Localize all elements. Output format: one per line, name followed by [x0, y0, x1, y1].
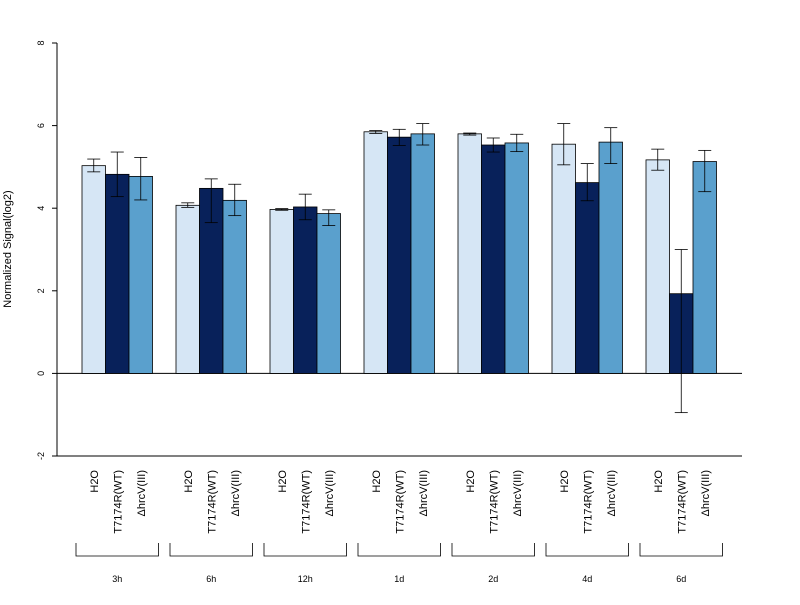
group-label: 1d [394, 574, 404, 584]
group-bracket [545, 543, 629, 557]
group-bracket [639, 543, 723, 557]
bar [598, 141, 623, 374]
y-tick-label: -2 [36, 452, 46, 460]
x-tick-label: H2O [89, 470, 101, 493]
y-tick-label: 0 [36, 371, 46, 376]
bar [504, 142, 529, 374]
x-tick-label: ΔhrcV(III) [418, 470, 430, 516]
x-tick-label: T7174R(WT) [582, 470, 594, 534]
x-tick-label: T7174R(WT) [206, 470, 218, 534]
bar [363, 131, 388, 374]
x-tick-label: T7174R(WT) [300, 470, 312, 534]
group-label: 3h [112, 574, 122, 584]
x-tick-labels: H2O T7174R(WT) ΔhrcV(III) H2O T7174R(WT) Δhrc… [89, 470, 712, 534]
x-tick-label: T7174R(WT) [676, 470, 688, 534]
group-label: 6d [676, 574, 686, 584]
x-tick-label: T7174R(WT) [488, 470, 500, 534]
bar [293, 206, 318, 374]
x-tick-label: H2O [277, 470, 289, 493]
bar [410, 133, 435, 374]
x-tick-label: H2O [183, 470, 195, 493]
y-axis-label: Normalized Signal(log2) [2, 190, 14, 307]
y-tick-label: 2 [36, 288, 46, 293]
bar [222, 199, 247, 374]
group-label: 12h [298, 574, 313, 584]
group-bracket [357, 543, 441, 557]
y-tick-label: 6 [36, 123, 46, 128]
x-tick-label: H2O [653, 470, 665, 493]
group-label: 4d [582, 574, 592, 584]
x-tick-label: ΔhrcV(III) [606, 470, 618, 516]
y-tick-label: 8 [36, 40, 46, 45]
group-bracket [75, 543, 159, 557]
bar [481, 144, 506, 374]
bar [575, 182, 600, 374]
x-tick-label: ΔhrcV(III) [700, 470, 712, 516]
x-tick-label: ΔhrcV(III) [512, 470, 524, 516]
bar [645, 159, 670, 374]
x-tick-label: T7174R(WT) [394, 470, 406, 534]
group-bracket [263, 543, 347, 557]
bar [692, 161, 717, 374]
bar [457, 133, 482, 374]
bar [387, 136, 412, 374]
x-tick-label: H2O [559, 470, 571, 493]
x-tick-label: ΔhrcV(III) [324, 470, 336, 516]
bar [128, 175, 153, 374]
bar [551, 143, 576, 374]
group-label: 2d [488, 574, 498, 584]
x-tick-label: ΔhrcV(III) [230, 470, 242, 516]
bar [269, 209, 294, 374]
x-tick-label: T7174R(WT) [112, 470, 124, 534]
y-tick-label: 4 [36, 206, 46, 211]
x-tick-label: ΔhrcV(III) [136, 470, 148, 516]
x-tick-label: H2O [465, 470, 477, 493]
error-bars [87, 123, 712, 414]
group-brackets: 3h 6h 12h 1d 2d 4d 6d [75, 543, 723, 584]
bar [81, 165, 106, 374]
group-bracket [451, 543, 535, 557]
bars [81, 131, 717, 374]
x-tick-label: H2O [371, 470, 383, 493]
bar [316, 213, 341, 374]
group-label: 6h [206, 574, 216, 584]
bar [175, 204, 200, 374]
group-bracket [169, 543, 253, 557]
bar [105, 173, 130, 374]
